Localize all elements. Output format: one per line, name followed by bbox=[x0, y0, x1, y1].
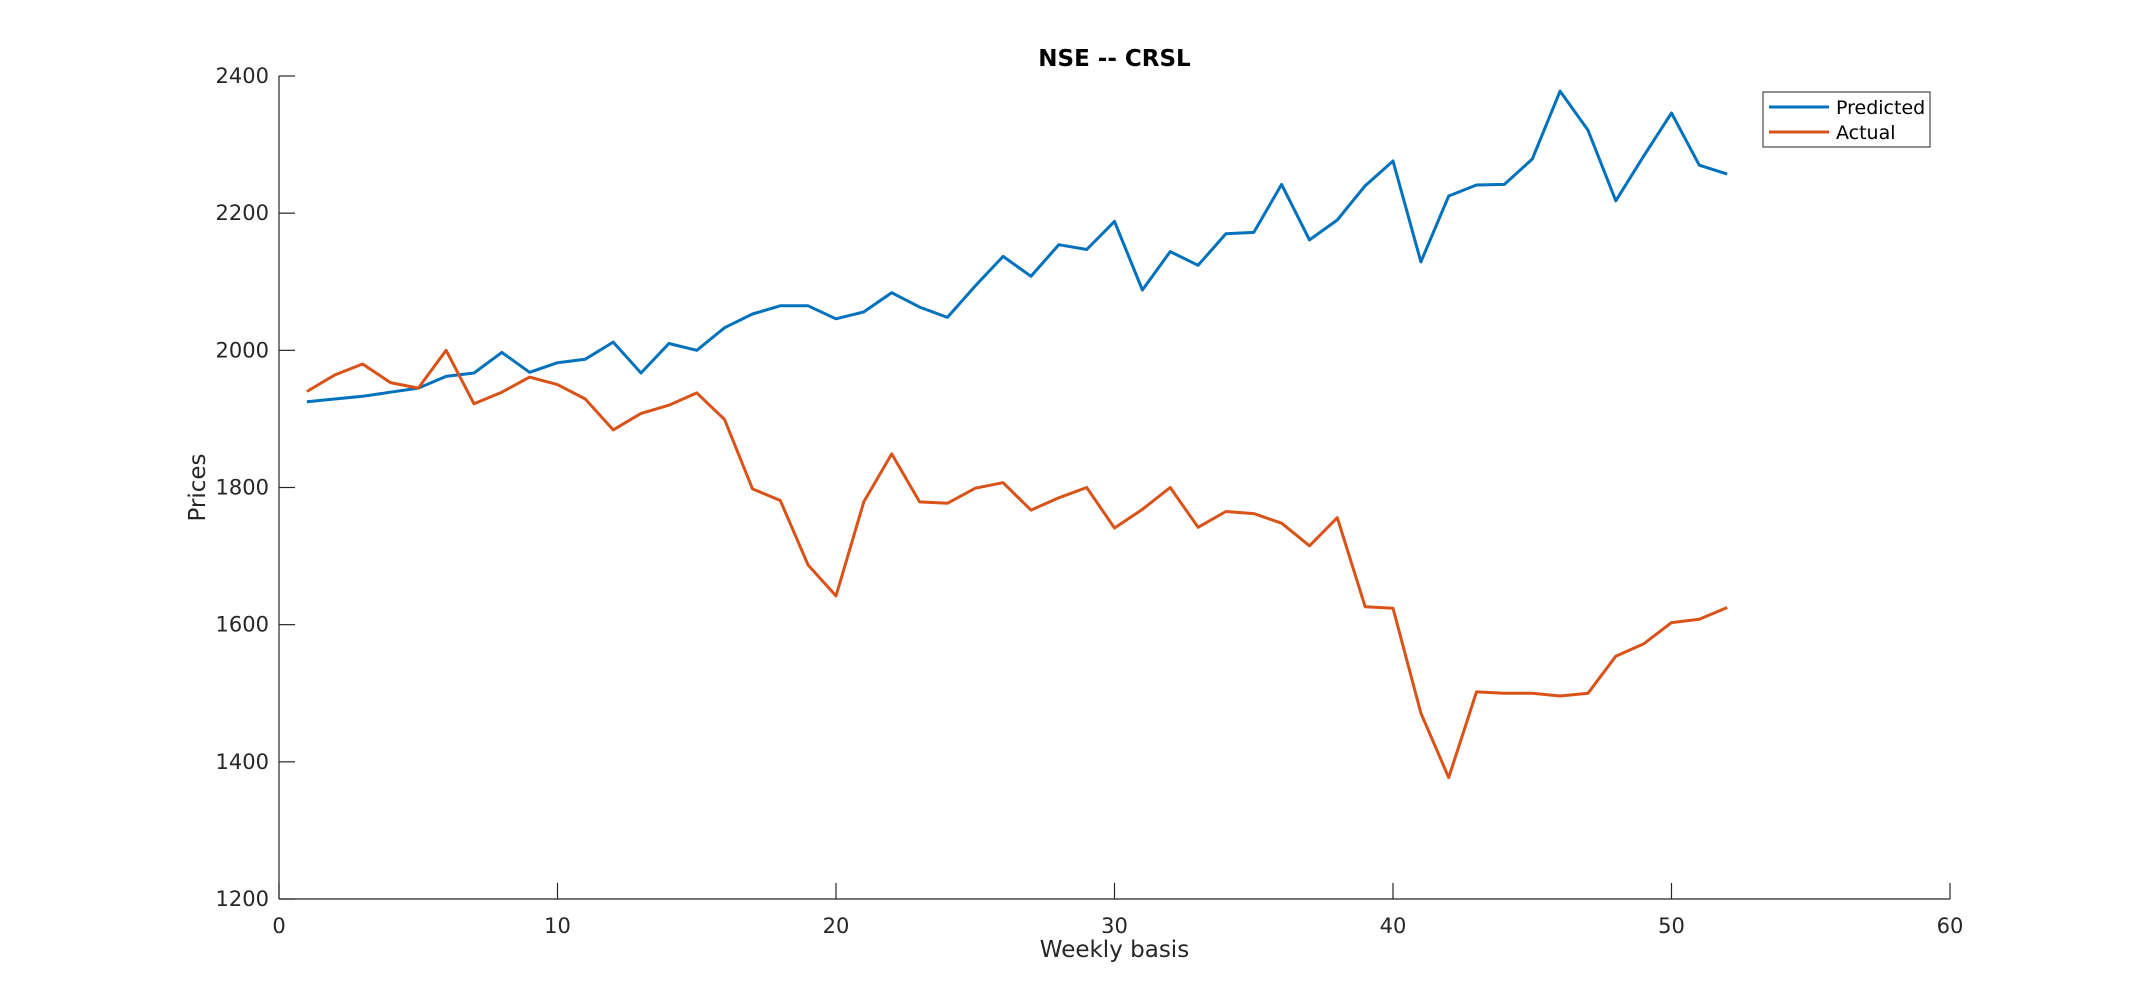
y-tick-label: 1400 bbox=[216, 750, 269, 774]
series-line-predicted bbox=[306, 89, 1728, 404]
x-tick-label: 60 bbox=[1937, 914, 1964, 938]
y-tick-label: 1800 bbox=[216, 476, 269, 500]
series-line-actual bbox=[306, 348, 1728, 780]
x-axis-label: Weekly basis bbox=[1040, 937, 1189, 963]
legend-label-actual: Actual bbox=[1836, 122, 1896, 144]
axes: 0 10 20 30 40 50 60 1200 1400 1600 1800 2000 2200 240… bbox=[216, 64, 1964, 938]
x-tick-label: 0 bbox=[272, 914, 285, 938]
y-axis-label: Prices bbox=[185, 453, 211, 521]
x-tick-label: 10 bbox=[544, 914, 571, 938]
y-tick-label: 2000 bbox=[216, 338, 269, 362]
x-tick-label: 20 bbox=[823, 914, 850, 938]
x-tick-label: 50 bbox=[1658, 914, 1685, 938]
chart-title: NSE -- CRSL bbox=[1038, 46, 1191, 72]
legend: Predicted Actual bbox=[1762, 91, 1931, 148]
plot-series bbox=[306, 89, 1728, 780]
y-tick-label: 1600 bbox=[216, 613, 269, 637]
legend-label-predicted: Predicted bbox=[1836, 97, 1925, 119]
x-tick-label: 30 bbox=[1101, 914, 1128, 938]
y-tick-label: 2400 bbox=[216, 64, 269, 88]
y-tick-label: 1200 bbox=[216, 887, 269, 911]
legend-box bbox=[1762, 91, 1931, 148]
y-tick-label: 2200 bbox=[216, 201, 269, 225]
x-tick-label: 40 bbox=[1380, 914, 1407, 938]
